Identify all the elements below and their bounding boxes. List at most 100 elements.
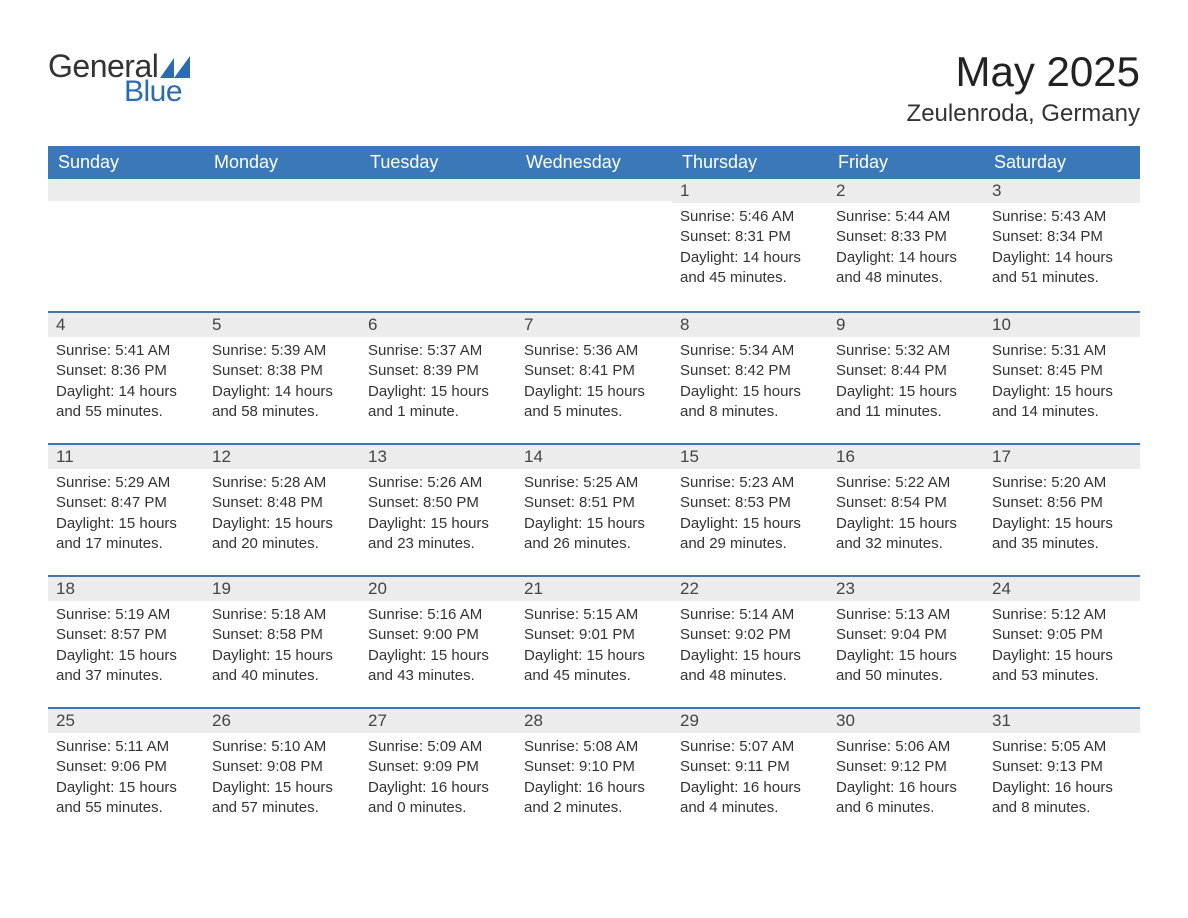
day-number: 2 xyxy=(828,179,984,203)
sunrise-text: Sunrise: 5:44 AM xyxy=(836,207,976,227)
day-details: Sunrise: 5:29 AMSunset: 8:47 PMDaylight:… xyxy=(48,469,204,562)
day-number: 21 xyxy=(516,577,672,601)
empty-day-header xyxy=(204,179,360,201)
calendar-table: Sunday Monday Tuesday Wednesday Thursday… xyxy=(48,146,1140,839)
sunrise-text: Sunrise: 5:07 AM xyxy=(680,737,820,757)
day-details: Sunrise: 5:34 AMSunset: 8:42 PMDaylight:… xyxy=(672,337,828,430)
daylight-text: Daylight: 15 hours and 1 minute. xyxy=(368,382,508,423)
sunset-text: Sunset: 8:31 PM xyxy=(680,227,820,247)
sunrise-text: Sunrise: 5:32 AM xyxy=(836,341,976,361)
day-details: Sunrise: 5:44 AMSunset: 8:33 PMDaylight:… xyxy=(828,203,984,296)
sunset-text: Sunset: 9:01 PM xyxy=(524,625,664,645)
day-number-bar: 31 xyxy=(984,707,1140,733)
daylight-text: Daylight: 16 hours and 6 minutes. xyxy=(836,778,976,819)
day-details: Sunrise: 5:19 AMSunset: 8:57 PMDaylight:… xyxy=(48,601,204,694)
daylight-text: Daylight: 14 hours and 58 minutes. xyxy=(212,382,352,423)
calendar-cell: 10Sunrise: 5:31 AMSunset: 8:45 PMDayligh… xyxy=(984,311,1140,443)
day-number-bar: 13 xyxy=(360,443,516,469)
day-details: Sunrise: 5:23 AMSunset: 8:53 PMDaylight:… xyxy=(672,469,828,562)
sunrise-text: Sunrise: 5:39 AM xyxy=(212,341,352,361)
day-details: Sunrise: 5:36 AMSunset: 8:41 PMDaylight:… xyxy=(516,337,672,430)
day-details: Sunrise: 5:28 AMSunset: 8:48 PMDaylight:… xyxy=(204,469,360,562)
calendar-cell: 9 Sunrise: 5:32 AMSunset: 8:44 PMDaylight… xyxy=(828,311,984,443)
sunrise-text: Sunrise: 5:16 AM xyxy=(368,605,508,625)
day-number: 7 xyxy=(516,313,672,337)
day-number: 28 xyxy=(516,709,672,733)
day-details: Sunrise: 5:46 AMSunset: 8:31 PMDaylight:… xyxy=(672,203,828,296)
day-number: 27 xyxy=(360,709,516,733)
sunset-text: Sunset: 8:44 PM xyxy=(836,361,976,381)
sunrise-text: Sunrise: 5:05 AM xyxy=(992,737,1132,757)
brand-logo: General Blue xyxy=(48,48,190,109)
day-details: Sunrise: 5:18 AMSunset: 8:58 PMDaylight:… xyxy=(204,601,360,694)
day-number-bar: 25 xyxy=(48,707,204,733)
daylight-text: Daylight: 15 hours and 40 minutes. xyxy=(212,646,352,687)
daylight-text: Daylight: 15 hours and 17 minutes. xyxy=(56,514,196,555)
sunrise-text: Sunrise: 5:11 AM xyxy=(56,737,196,757)
sunrise-text: Sunrise: 5:28 AM xyxy=(212,473,352,493)
empty-day-header xyxy=(48,179,204,201)
day-number-bar: 7 xyxy=(516,311,672,337)
day-number-bar: 5 xyxy=(204,311,360,337)
day-number: 17 xyxy=(984,445,1140,469)
sunset-text: Sunset: 9:05 PM xyxy=(992,625,1132,645)
sunrise-text: Sunrise: 5:19 AM xyxy=(56,605,196,625)
sunrise-text: Sunrise: 5:18 AM xyxy=(212,605,352,625)
calendar-week-row: 1Sunrise: 5:46 AMSunset: 8:31 PMDaylight… xyxy=(48,179,1140,311)
day-details: Sunrise: 5:08 AMSunset: 9:10 PMDaylight:… xyxy=(516,733,672,826)
calendar-cell xyxy=(360,179,516,311)
calendar-cell: 12Sunrise: 5:28 AMSunset: 8:48 PMDayligh… xyxy=(204,443,360,575)
calendar-cell: 3Sunrise: 5:43 AMSunset: 8:34 PMDaylight… xyxy=(984,179,1140,311)
calendar-cell: 31 Sunrise: 5:05 AMSunset: 9:13 PMDayligh… xyxy=(984,707,1140,839)
sunrise-text: Sunrise: 5:10 AM xyxy=(212,737,352,757)
day-number: 18 xyxy=(48,577,204,601)
sunrise-text: Sunrise: 5:25 AM xyxy=(524,473,664,493)
sunset-text: Sunset: 9:13 PM xyxy=(992,757,1132,777)
calendar-week-row: 25Sunrise: 5:11 AMSunset: 9:06 PMDayligh… xyxy=(48,707,1140,839)
calendar-cell: 14Sunrise: 5:25 AMSunset: 8:51 PMDayligh… xyxy=(516,443,672,575)
day-number: 26 xyxy=(204,709,360,733)
day-number: 31 xyxy=(984,709,1140,733)
day-details: Sunrise: 5:10 AMSunset: 9:08 PMDaylight:… xyxy=(204,733,360,826)
sunrise-text: Sunrise: 5:12 AM xyxy=(992,605,1132,625)
day-details: Sunrise: 5:20 AMSunset: 8:56 PMDaylight:… xyxy=(984,469,1140,562)
day-number-bar: 24 xyxy=(984,575,1140,601)
sunset-text: Sunset: 8:51 PM xyxy=(524,493,664,513)
daylight-text: Daylight: 15 hours and 14 minutes. xyxy=(992,382,1132,423)
day-number: 6 xyxy=(360,313,516,337)
daylight-text: Daylight: 14 hours and 51 minutes. xyxy=(992,248,1132,289)
day-details: Sunrise: 5:37 AMSunset: 8:39 PMDaylight:… xyxy=(360,337,516,430)
day-details: Sunrise: 5:25 AMSunset: 8:51 PMDaylight:… xyxy=(516,469,672,562)
daylight-text: Daylight: 15 hours and 8 minutes. xyxy=(680,382,820,423)
day-number-bar: 14 xyxy=(516,443,672,469)
daylight-text: Daylight: 15 hours and 43 minutes. xyxy=(368,646,508,687)
day-details: Sunrise: 5:09 AMSunset: 9:09 PMDaylight:… xyxy=(360,733,516,826)
day-number: 10 xyxy=(984,313,1140,337)
calendar-cell: 28Sunrise: 5:08 AMSunset: 9:10 PMDayligh… xyxy=(516,707,672,839)
sunrise-text: Sunrise: 5:20 AM xyxy=(992,473,1132,493)
daylight-text: Daylight: 15 hours and 48 minutes. xyxy=(680,646,820,687)
sunset-text: Sunset: 8:53 PM xyxy=(680,493,820,513)
calendar-cell: 30Sunrise: 5:06 AMSunset: 9:12 PMDayligh… xyxy=(828,707,984,839)
sunset-text: Sunset: 8:39 PM xyxy=(368,361,508,381)
sunset-text: Sunset: 8:42 PM xyxy=(680,361,820,381)
day-number: 22 xyxy=(672,577,828,601)
calendar-cell: 15Sunrise: 5:23 AMSunset: 8:53 PMDayligh… xyxy=(672,443,828,575)
calendar-cell: 27Sunrise: 5:09 AMSunset: 9:09 PMDayligh… xyxy=(360,707,516,839)
weekday-header: Monday xyxy=(204,146,360,179)
daylight-text: Daylight: 15 hours and 11 minutes. xyxy=(836,382,976,423)
sunrise-text: Sunrise: 5:37 AM xyxy=(368,341,508,361)
sunset-text: Sunset: 9:08 PM xyxy=(212,757,352,777)
day-number-bar: 9 xyxy=(828,311,984,337)
daylight-text: Daylight: 16 hours and 0 minutes. xyxy=(368,778,508,819)
calendar-cell: 21Sunrise: 5:15 AMSunset: 9:01 PMDayligh… xyxy=(516,575,672,707)
calendar-cell: 8Sunrise: 5:34 AMSunset: 8:42 PMDaylight… xyxy=(672,311,828,443)
daylight-text: Daylight: 16 hours and 8 minutes. xyxy=(992,778,1132,819)
sunset-text: Sunset: 8:45 PM xyxy=(992,361,1132,381)
day-number-bar: 20 xyxy=(360,575,516,601)
daylight-text: Daylight: 15 hours and 55 minutes. xyxy=(56,778,196,819)
day-number-bar: 8 xyxy=(672,311,828,337)
sunset-text: Sunset: 8:54 PM xyxy=(836,493,976,513)
calendar-cell: 19Sunrise: 5:18 AMSunset: 8:58 PMDayligh… xyxy=(204,575,360,707)
title-block: May 2025 Zeulenroda, Germany xyxy=(907,48,1140,128)
